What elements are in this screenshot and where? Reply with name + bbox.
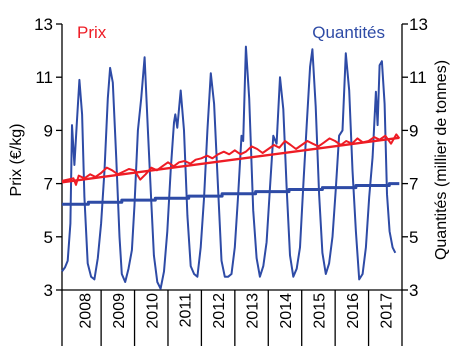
left-tick-label: 3 (44, 281, 53, 300)
prix-trend-line (61, 136, 400, 184)
left-tick-label: 7 (44, 175, 53, 194)
year-label: 2012 (211, 293, 228, 329)
quantites-trend-line (62, 182, 400, 206)
right-tick-label: 3 (409, 281, 418, 300)
x-axis-years: 2008 2009 2010 2011 2012 2013 2014 2015 2016 2017 (77, 290, 395, 346)
left-axis-title: Prix (€/kg) (8, 124, 25, 197)
year-label: 2015 (311, 293, 328, 329)
year-label: 2014 (278, 293, 295, 329)
right-axis-title: Quantités (millier de tonnes) (433, 60, 450, 260)
series-layer (61, 45, 401, 290)
right-tick-label: 11 (409, 68, 427, 87)
legend-quantites: Quantités (312, 23, 385, 42)
right-tick-label: 9 (409, 121, 418, 140)
legend-prix: Prix (77, 23, 107, 42)
year-label: 2011 (178, 293, 195, 328)
left-axis: 3 5 7 9 11 13 (34, 15, 62, 300)
left-tick-label: 5 (44, 228, 53, 247)
right-tick-label: 13 (409, 15, 428, 34)
right-tick-label: 5 (409, 228, 418, 247)
prix-series-line (61, 133, 401, 186)
year-label: 2013 (245, 293, 262, 329)
left-tick-label: 11 (35, 68, 53, 87)
year-label: 2016 (345, 293, 362, 329)
right-axis: 3 5 7 9 11 13 (402, 15, 428, 300)
year-label: 2010 (144, 293, 161, 329)
left-tick-label: 13 (34, 15, 53, 34)
year-label: 2009 (111, 293, 128, 329)
right-tick-label: 7 (409, 175, 418, 194)
quantites-series-line (61, 45, 397, 290)
year-label: 2008 (77, 293, 94, 329)
left-tick-label: 9 (44, 121, 53, 140)
year-label: 2017 (378, 293, 395, 329)
